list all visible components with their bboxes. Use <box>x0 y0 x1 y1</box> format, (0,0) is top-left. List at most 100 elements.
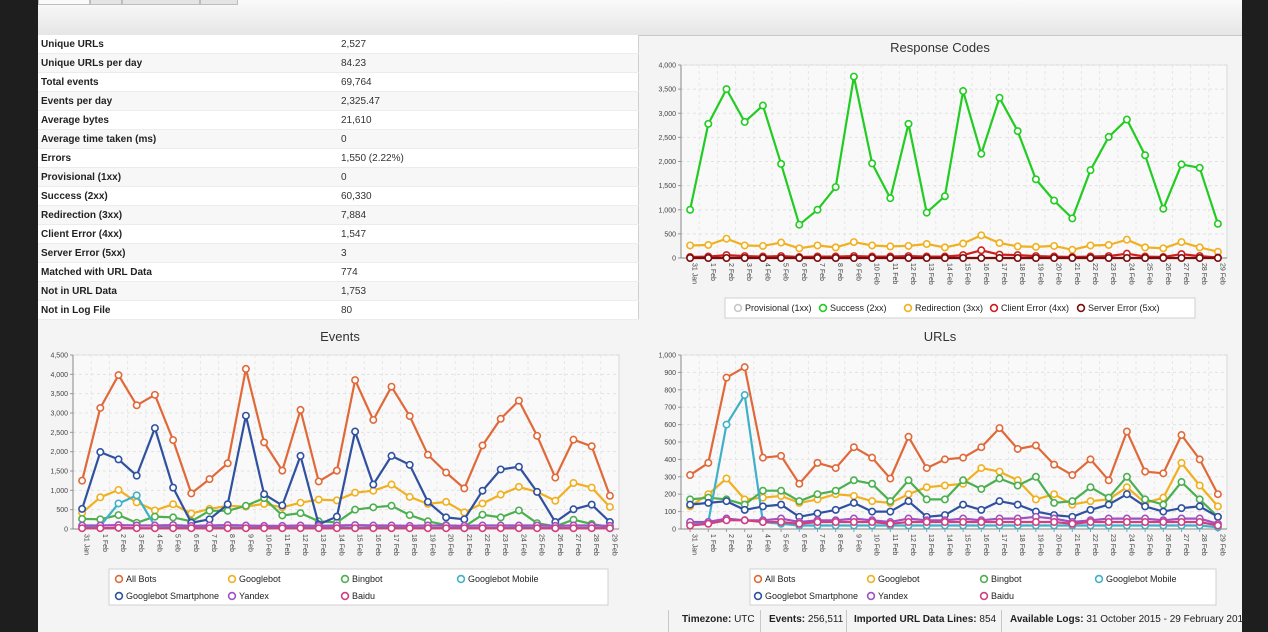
data-point <box>868 159 877 168</box>
y-tick-label: 300 <box>664 474 676 481</box>
stat-label: Not in URL Data <box>38 281 338 301</box>
x-tick-label: 24 Feb <box>1127 263 1134 285</box>
data-point <box>514 396 523 405</box>
y-tick-label: 3,000 <box>50 411 68 418</box>
data-point <box>686 205 695 214</box>
data-point <box>940 192 949 201</box>
x-tick-label: 6 Feb <box>192 534 199 552</box>
stat-value: 60,330 <box>338 186 639 206</box>
data-point <box>1141 151 1150 160</box>
data-point <box>569 524 578 533</box>
data-point <box>405 511 414 520</box>
data-point <box>722 516 731 525</box>
tab-summary[interactable] <box>38 0 90 5</box>
data-point <box>605 491 614 500</box>
data-point <box>777 451 786 460</box>
data-point <box>740 241 749 250</box>
data-point <box>1141 243 1150 252</box>
x-tick-label: 7 Feb <box>210 534 217 552</box>
data-point <box>1086 518 1095 527</box>
legend-marker <box>456 574 466 584</box>
data-point <box>205 506 214 515</box>
x-tick-label: 20 Feb <box>1055 263 1062 285</box>
x-tick-label: 24 Feb <box>1127 534 1134 556</box>
x-tick-label: 4 Feb <box>763 534 770 552</box>
data-point <box>1122 483 1131 492</box>
stats-row: Events per day 2,325.47 <box>38 91 639 111</box>
data-point <box>496 414 505 423</box>
stat-label: Client Error (4xx) <box>38 224 338 244</box>
data-point <box>886 497 895 506</box>
data-point <box>405 524 414 533</box>
data-point <box>387 451 396 460</box>
legend-marker <box>979 574 989 584</box>
data-point <box>686 500 695 509</box>
data-point <box>886 194 895 203</box>
data-point <box>940 518 949 527</box>
series-line <box>82 524 610 527</box>
data-point <box>514 524 523 533</box>
legend-label: Provisional (1xx) <box>745 303 812 313</box>
x-tick-label: 19 Feb <box>1036 263 1043 285</box>
data-point <box>1195 163 1204 172</box>
data-point <box>722 420 731 429</box>
data-point <box>977 484 986 493</box>
data-point <box>886 254 895 263</box>
stats-row: Total events 69,764 <box>38 72 639 92</box>
y-tick-label: 800 <box>664 387 676 394</box>
data-point <box>868 507 877 516</box>
data-point <box>959 500 968 509</box>
x-tick-label: 22 Feb <box>483 534 490 556</box>
data-point <box>777 254 786 263</box>
data-point <box>1213 254 1222 263</box>
data-point <box>296 509 305 518</box>
data-point <box>223 459 232 468</box>
legend-marker <box>818 303 828 313</box>
data-point <box>1031 472 1040 481</box>
x-tick-label: 25 Feb <box>1146 534 1153 556</box>
data-point <box>959 254 968 263</box>
stats-row: Unique URLs per day 84.23 <box>38 53 639 73</box>
data-point <box>686 241 695 250</box>
series-4 <box>686 254 1222 263</box>
data-point <box>777 238 786 247</box>
y-tick-label: 1,000 <box>658 207 676 214</box>
data-point <box>1013 444 1022 453</box>
data-point <box>977 149 986 158</box>
data-point <box>1177 431 1186 440</box>
data-point <box>169 500 178 509</box>
y-tick-label: 2,500 <box>658 135 676 142</box>
x-tick-label: 25 Feb <box>538 534 545 556</box>
data-point <box>940 495 949 504</box>
data-point <box>886 474 895 483</box>
data-point <box>187 509 196 518</box>
data-point <box>169 436 178 445</box>
legend-label: Yandex <box>239 591 269 601</box>
data-point <box>132 401 141 410</box>
x-tick-label: 26 Feb <box>556 534 563 556</box>
data-point <box>849 491 858 500</box>
data-point <box>514 462 523 471</box>
y-tick-label: 0 <box>672 527 676 534</box>
data-point <box>1213 512 1222 521</box>
data-point <box>496 524 505 533</box>
x-tick-label: 12 Feb <box>909 263 916 285</box>
data-point <box>114 523 123 532</box>
data-point <box>1068 214 1077 223</box>
x-tick-label: 20 Feb <box>447 534 454 556</box>
data-point <box>260 490 269 499</box>
stat-label: Total events <box>38 72 338 92</box>
data-point <box>777 159 786 168</box>
tab-2[interactable] <box>90 0 122 5</box>
tab-3[interactable] <box>122 0 200 5</box>
data-point <box>114 499 123 508</box>
data-point <box>351 376 360 385</box>
data-point <box>223 506 232 515</box>
data-point <box>460 524 469 533</box>
data-point <box>904 490 913 499</box>
series-2 <box>686 231 1222 256</box>
tab-4[interactable] <box>200 0 238 5</box>
data-point <box>722 234 731 243</box>
data-point <box>1141 502 1150 511</box>
series-line <box>689 75 1219 226</box>
